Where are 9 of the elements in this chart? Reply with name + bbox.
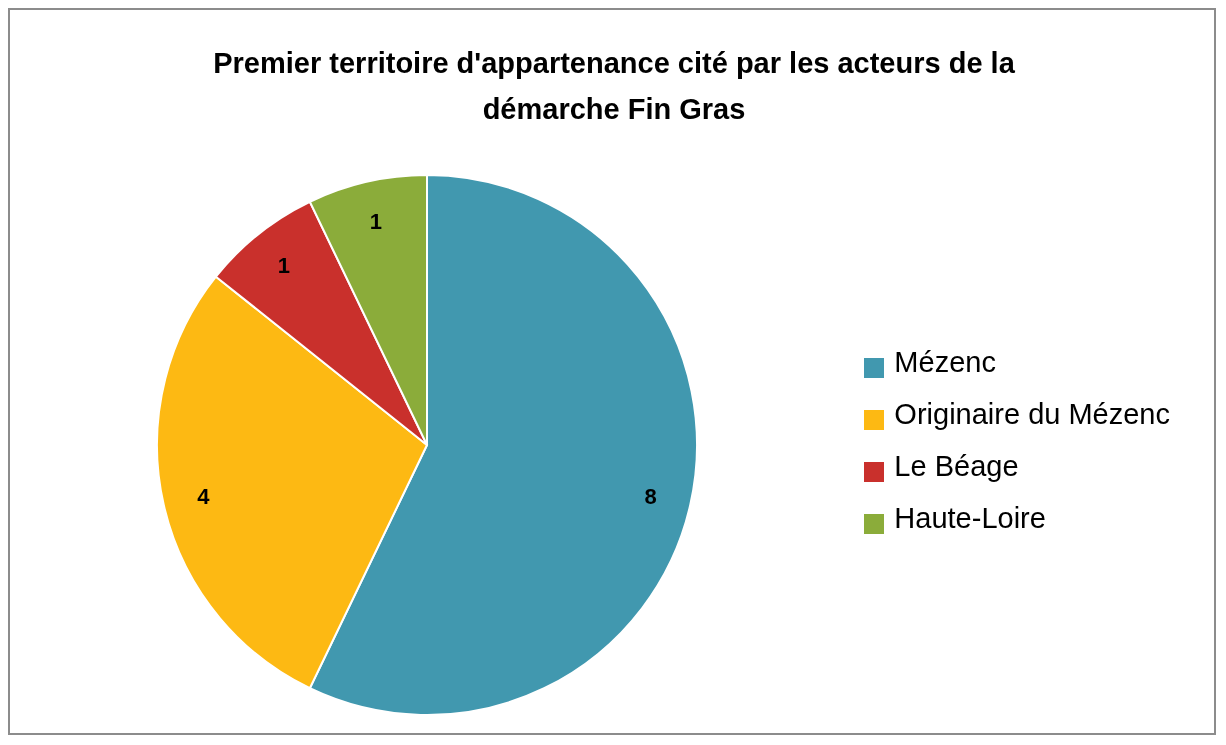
data-label: 4 bbox=[197, 483, 211, 509]
legend-label: Haute-Loire bbox=[894, 502, 1046, 534]
legend-label: Mézenc bbox=[894, 346, 996, 378]
legend-label: Le Béage bbox=[894, 450, 1019, 482]
data-label: 1 bbox=[369, 208, 383, 234]
data-label: 1 bbox=[277, 253, 291, 279]
chart-title: Premier territoire d'appartenance cité par les acteurs de la démarche Fin Gras bbox=[212, 46, 1016, 127]
legend-label: Originaire du Mézenc bbox=[894, 398, 1170, 430]
data-label: 8 bbox=[644, 483, 657, 509]
